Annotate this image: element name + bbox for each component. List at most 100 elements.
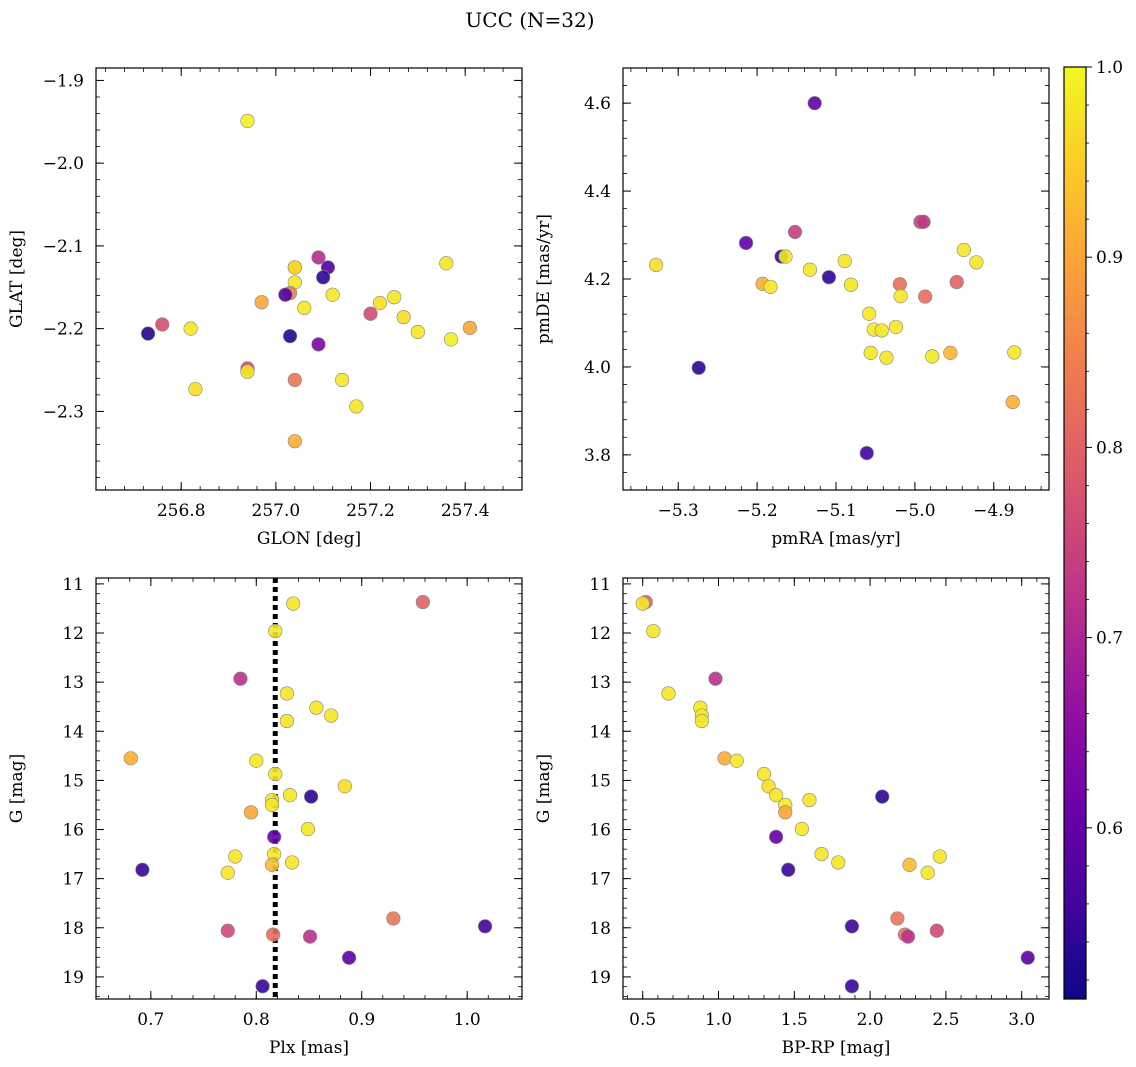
y-tick-label: 16	[589, 821, 611, 841]
data-point	[396, 309, 411, 325]
y-axis-label: pmDE [mas/yr]	[534, 214, 554, 344]
y-axis-label: G [mag]	[7, 754, 27, 823]
axes-frame	[95, 67, 523, 491]
data-point	[304, 789, 319, 804]
x-tick-label: 256.8	[157, 501, 206, 521]
x-tick-label: 2.5	[932, 1010, 959, 1030]
data-point	[123, 751, 138, 766]
data-point	[300, 821, 316, 837]
data-point	[888, 319, 904, 335]
plot-area	[123, 578, 493, 999]
y-tick-label: 4.4	[584, 182, 611, 202]
data-point	[717, 751, 732, 766]
data-point	[324, 708, 339, 723]
x-tick-label: 257.0	[252, 501, 301, 521]
data-point	[844, 979, 860, 994]
data-point	[778, 249, 793, 264]
data-point	[462, 320, 478, 335]
data-point	[769, 788, 784, 803]
data-point	[929, 923, 944, 938]
y-tick-label: 12	[62, 624, 84, 644]
data-point	[228, 849, 243, 864]
y-axis-label: GLAT [deg]	[7, 230, 27, 328]
plot-area	[635, 594, 1035, 994]
axes-frame	[622, 577, 1050, 1000]
data-point	[240, 364, 255, 379]
y-tick-label: 13	[589, 673, 611, 693]
y-tick-label: 14	[62, 722, 84, 742]
data-point	[763, 279, 778, 295]
x-axis-label: Plx [mas]	[269, 1038, 349, 1058]
data-point	[787, 224, 803, 240]
data-point	[879, 350, 894, 365]
data-point	[285, 855, 300, 870]
data-point	[287, 434, 302, 449]
data-point	[863, 345, 878, 360]
data-point	[311, 250, 326, 265]
data-point	[243, 805, 259, 820]
data-point	[220, 865, 235, 880]
x-tick-label: −4.9	[973, 501, 1014, 521]
data-point	[279, 713, 294, 729]
colorbar-tick-label: 0.9	[1096, 248, 1123, 268]
x-tick-label: 0.9	[348, 1010, 375, 1030]
y-axis-label: G [mag]	[534, 754, 554, 823]
data-point	[155, 317, 170, 332]
x-tick-label: 0.7	[137, 1010, 164, 1030]
colorbar-frame	[1063, 66, 1087, 1000]
y-tick-label: 17	[589, 870, 611, 890]
x-tick-label: 1.0	[705, 1010, 732, 1030]
data-point	[814, 846, 829, 862]
data-point	[477, 919, 493, 934]
x-tick-label: 1.0	[454, 1010, 481, 1030]
data-point	[943, 345, 958, 360]
x-tick-label: −5.3	[658, 501, 699, 521]
plot-area	[140, 113, 478, 449]
panel-pmra-pmde: −5.3 −5.2 −5.1 −5.0 −4.9 3.8 4.0 4.2 4.4 4.6 pmRA …	[534, 67, 1050, 549]
data-point	[756, 766, 772, 782]
data-point	[415, 594, 430, 610]
x-tick-label: 0.5	[629, 1010, 656, 1030]
data-point	[140, 326, 156, 341]
y-tick-label: 4.6	[584, 94, 611, 114]
data-point	[316, 270, 331, 285]
figure-title: UCC (N=32)	[465, 8, 594, 32]
y-tick-label: 15	[589, 771, 611, 791]
y-tick-label: 17	[62, 870, 84, 890]
data-point	[802, 262, 818, 277]
x-tick-label: 257.2	[346, 501, 395, 521]
y-tick-label: 11	[62, 575, 84, 595]
data-point	[341, 950, 357, 965]
y-tick-label: 18	[589, 919, 611, 939]
data-point	[902, 857, 917, 872]
data-point	[821, 270, 837, 285]
x-tick-label: 0.8	[243, 1010, 270, 1030]
data-point	[264, 797, 280, 813]
data-point	[831, 855, 846, 870]
data-point	[875, 789, 890, 804]
data-point	[900, 929, 916, 944]
colorbar-tick-label: 1.0	[1096, 58, 1123, 78]
data-point	[694, 713, 709, 729]
data-point	[443, 332, 459, 347]
data-point	[661, 686, 676, 701]
data-point	[410, 324, 425, 340]
data-point	[279, 686, 294, 701]
data-point	[956, 242, 971, 258]
data-point	[893, 289, 908, 304]
data-point	[363, 306, 378, 321]
y-tick-label: 3.8	[584, 446, 611, 466]
y-tick-label: −2.0	[43, 154, 84, 174]
data-point	[337, 779, 352, 794]
y-tick-label: −2.3	[43, 402, 84, 422]
data-point	[874, 323, 889, 338]
y-tick-label: 13	[62, 673, 84, 693]
data-point	[925, 349, 940, 364]
data-point	[302, 929, 318, 944]
data-point	[1007, 345, 1022, 360]
x-tick-label: 1.5	[781, 1010, 808, 1030]
y-tick-label: −1.9	[43, 71, 84, 91]
x-tick-label: −5.1	[815, 501, 856, 521]
data-point	[920, 865, 935, 880]
